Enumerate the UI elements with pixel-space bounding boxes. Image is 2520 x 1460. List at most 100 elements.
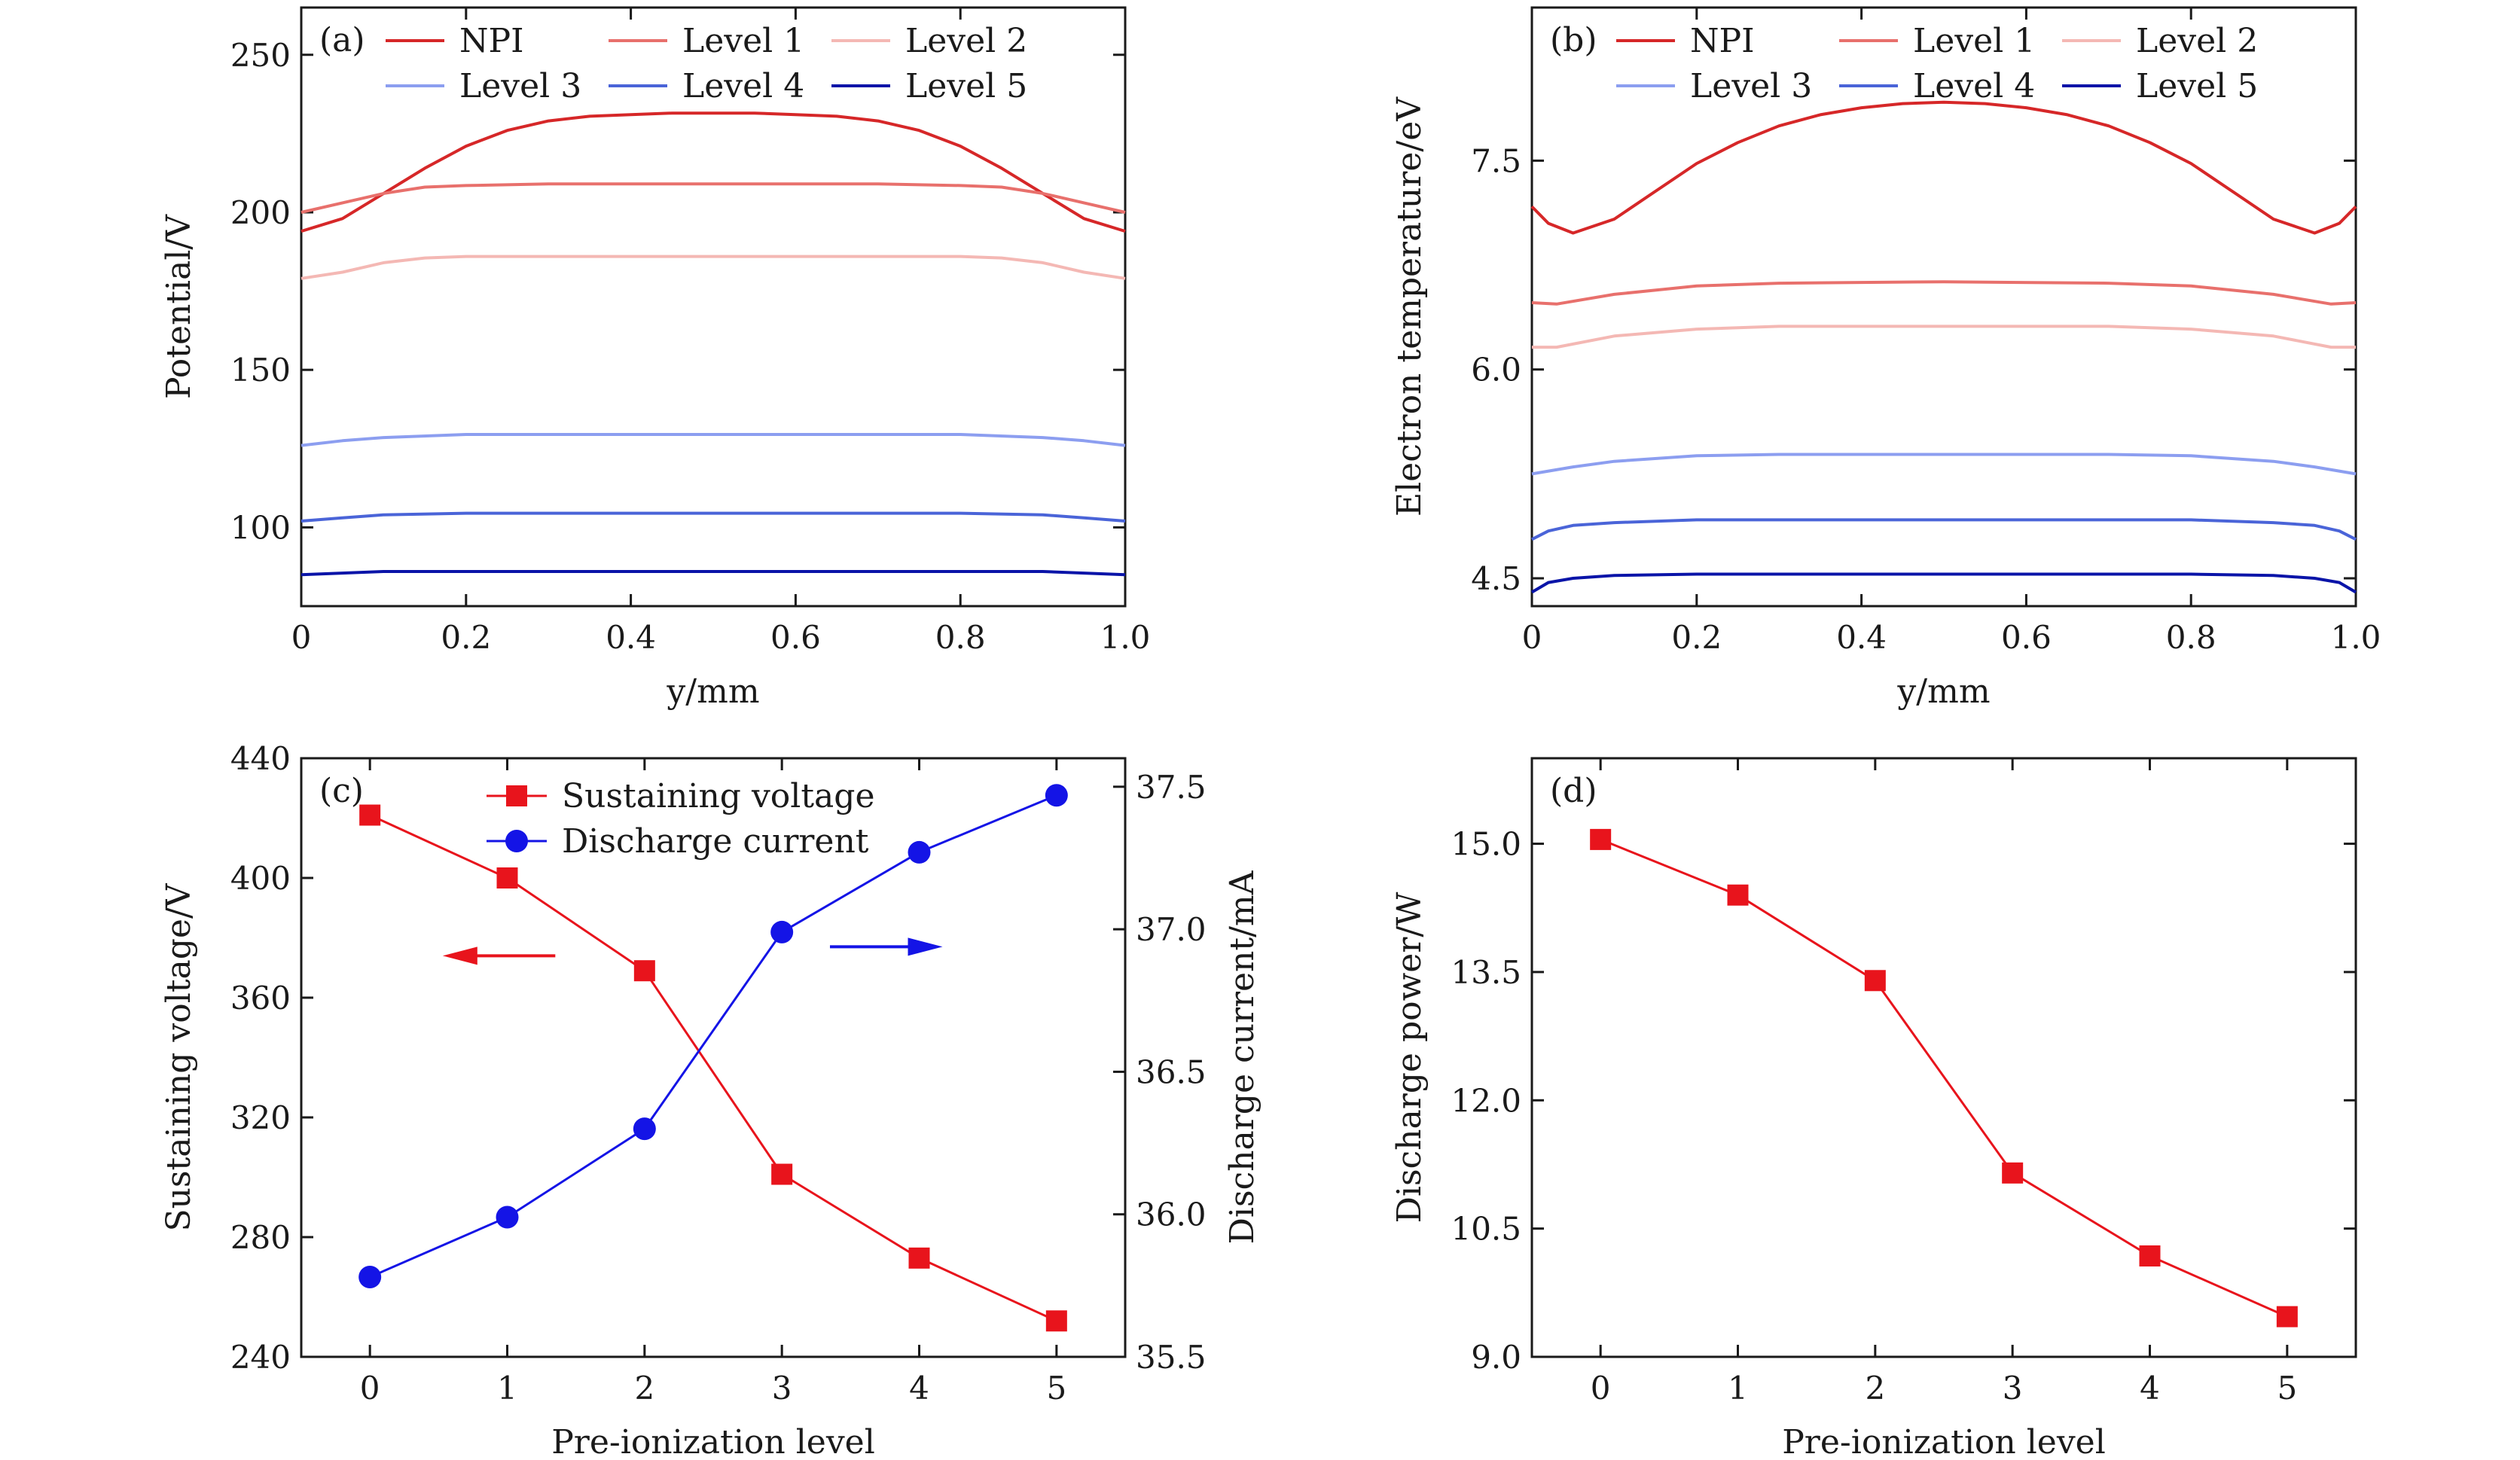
panel-a: 0 0.2 0.4 0.6 0.8 1.0 100 150 200 250 y/mm Potentia… [160, 6, 1151, 711]
legend-label: Level 5 [2136, 67, 2258, 105]
y2-tick-label: 36.5 [1136, 1053, 1207, 1090]
plot-frame [1530, 757, 2357, 1358]
legend-label: Sustaining voltage [562, 777, 875, 815]
series-line-0 [369, 814, 1057, 1322]
data-point-square [2276, 1306, 2298, 1327]
data-point-circle [358, 1266, 382, 1288]
y-tick-label: 240 [230, 1339, 291, 1376]
data-point-square [1045, 1310, 1067, 1332]
y-tick-label: 150 [230, 352, 291, 389]
y-tick-label: 6.0 [1471, 352, 1521, 389]
series-line-3 [301, 433, 1126, 447]
x-tick-label: 3 [2003, 1370, 2023, 1407]
arrow-left-head [442, 946, 477, 965]
x-axis-label: Pre-ionization level [551, 1423, 875, 1460]
legend-label: Discharge current [562, 822, 869, 861]
panel-tag: (d) [1550, 772, 1597, 810]
data-point-circle [770, 920, 794, 943]
y-tick-label: 320 [230, 1099, 291, 1136]
series-line-0 [1600, 838, 2288, 1318]
legend-label: NPI [1690, 22, 1755, 60]
data-point-circle [633, 1117, 656, 1141]
x-tick-label: 0.6 [2001, 619, 2052, 656]
series-line-5 [301, 570, 1126, 577]
y-tick-label: 400 [230, 860, 291, 897]
y-tick-label: 15.0 [1451, 826, 1521, 863]
data-point-circle [1045, 784, 1068, 807]
y2-axis-label: Discharge current/mA [1223, 870, 1262, 1244]
y-tick-label: 100 [230, 509, 291, 546]
x-tick-label: 0.4 [606, 619, 656, 656]
y-tick-label: 9.0 [1471, 1339, 1521, 1376]
series-line-0 [301, 111, 1126, 233]
arrow-right-head [908, 937, 943, 956]
series-line-4 [301, 511, 1126, 523]
series-line-3 [1531, 453, 2357, 476]
data-point-square [496, 867, 518, 888]
panel-b: 0 0.2 0.4 0.6 0.8 1.0 4.5 6.0 7.5 y/mm Electron te… [1390, 6, 2381, 711]
y-axis-label: Electron temperature/eV [1390, 96, 1429, 517]
series-line-1 [301, 182, 1126, 214]
y-axis-label: Sustaining voltage/V [160, 882, 198, 1231]
legend-label: Level 1 [1913, 22, 2035, 60]
y-tick-label: 440 [230, 740, 291, 777]
series-line-2 [1532, 325, 2356, 349]
plot-frame [300, 757, 1127, 1358]
y-tick-label: 280 [230, 1219, 291, 1256]
legend-label: Level 3 [459, 67, 581, 105]
x-axis-label: Pre-ionization level [1782, 1423, 2106, 1460]
legend-label: Level 3 [1690, 67, 1812, 105]
legend-label: NPI [459, 22, 524, 60]
y-tick-label: 360 [230, 980, 291, 1017]
panel-tag: (b) [1550, 21, 1597, 59]
series-line-5 [1530, 572, 2357, 594]
x-tick-label: 4 [909, 1370, 929, 1407]
data-point-square [771, 1163, 793, 1185]
x-tick-label: 2 [634, 1370, 654, 1407]
data-point-square [1590, 828, 1612, 850]
panel-d: 0 1 2 3 4 5 9.0 10.5 12.0 13.5 15.0 Pre-ionization … [1390, 757, 2357, 1460]
x-tick-label: 0.2 [441, 619, 491, 656]
x-tick-label: 0 [291, 619, 312, 656]
y-axis-label: Discharge power/W [1390, 892, 1429, 1224]
plot-frame [300, 6, 1127, 608]
x-tick-label: 1 [497, 1370, 517, 1407]
series-line-4 [1531, 518, 2357, 541]
legend-label: Level 2 [905, 22, 1027, 60]
series-line-0 [1530, 100, 2357, 235]
x-tick-label: 0.4 [1836, 619, 1887, 656]
legend-label: Level 1 [682, 22, 804, 60]
plot-frame [1530, 6, 2357, 608]
y-tick-label: 4.5 [1471, 560, 1521, 597]
y2-tick-label: 37.5 [1136, 769, 1207, 806]
y-tick-label: 7.5 [1471, 142, 1521, 179]
x-axis-label: y/mm [1896, 672, 1990, 711]
x-tick-label: 1.0 [2331, 619, 2381, 656]
y-tick-label: 12.0 [1451, 1082, 1521, 1119]
data-point-square [633, 960, 655, 982]
x-tick-label: 5 [2277, 1370, 2297, 1407]
data-point-circle [496, 1205, 519, 1229]
x-tick-label: 1.0 [1100, 619, 1151, 656]
series-line-2 [301, 255, 1126, 280]
data-point-square [506, 785, 527, 806]
x-tick-label: 0.2 [1671, 619, 1722, 656]
x-tick-label: 0.6 [770, 619, 821, 656]
y-tick-label: 200 [230, 194, 291, 231]
x-axis-label: y/mm [666, 672, 759, 711]
data-point-square [908, 1247, 930, 1269]
data-point-square [1864, 970, 1886, 992]
y-tick-label: 250 [230, 37, 291, 74]
legend-label: Level 4 [1913, 67, 2035, 105]
series-line-1 [369, 794, 1057, 1279]
data-point-square [359, 804, 381, 826]
x-tick-label: 0.8 [2166, 619, 2216, 656]
x-tick-label: 0 [1522, 619, 1542, 656]
y-tick-label: 13.5 [1451, 954, 1521, 991]
x-tick-label: 1 [1728, 1370, 1748, 1407]
data-point-square [1727, 884, 1749, 906]
y-axis-label: Potential/V [160, 214, 198, 399]
legend-label: Level 5 [905, 67, 1027, 105]
y2-tick-label: 36.0 [1136, 1196, 1207, 1233]
